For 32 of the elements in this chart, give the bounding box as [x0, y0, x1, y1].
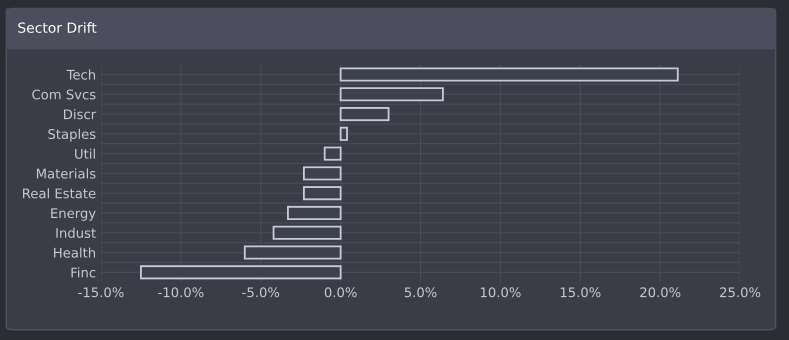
x-tick-label: 20.0% [640, 287, 680, 298]
bar [340, 107, 390, 122]
x-tick-label: 0.0% [324, 287, 357, 298]
y-tick-label: Staples [48, 128, 96, 142]
chart-title: Sector Drift [18, 22, 96, 33]
y-tick-label: Materials [36, 168, 96, 179]
x-tick-label: 15.0% [560, 287, 601, 298]
y-tick-label: Real Estate [23, 188, 96, 198]
y-tick-label: Energy [51, 208, 96, 221]
bar [303, 166, 342, 180]
x-tick-label: -15.0% [78, 287, 124, 298]
y-tick-label: Discr [64, 109, 96, 120]
y-tick-label: Health [54, 248, 96, 258]
bar [324, 146, 342, 161]
x-tick-label: -5.0% [242, 287, 280, 298]
bar [287, 206, 342, 220]
x-tick-label: 10.0% [480, 287, 521, 298]
x-tick-label: 5.0% [404, 287, 437, 298]
y-tick-label: Finc [72, 267, 96, 278]
y-tick-label: Tech [66, 69, 96, 80]
bar [340, 67, 679, 82]
bar [140, 265, 342, 280]
y-tick-label: Com Svcs [32, 89, 96, 100]
y-tick-label: Util [75, 148, 95, 159]
x-tick-label: -10.0% [158, 287, 204, 298]
bar [272, 226, 342, 240]
bar [303, 186, 342, 200]
y-tick-label: Indust [56, 228, 96, 238]
bar [340, 126, 348, 141]
bar [244, 245, 342, 260]
x-tick-label: 25.0% [720, 287, 760, 298]
bar [340, 87, 444, 102]
